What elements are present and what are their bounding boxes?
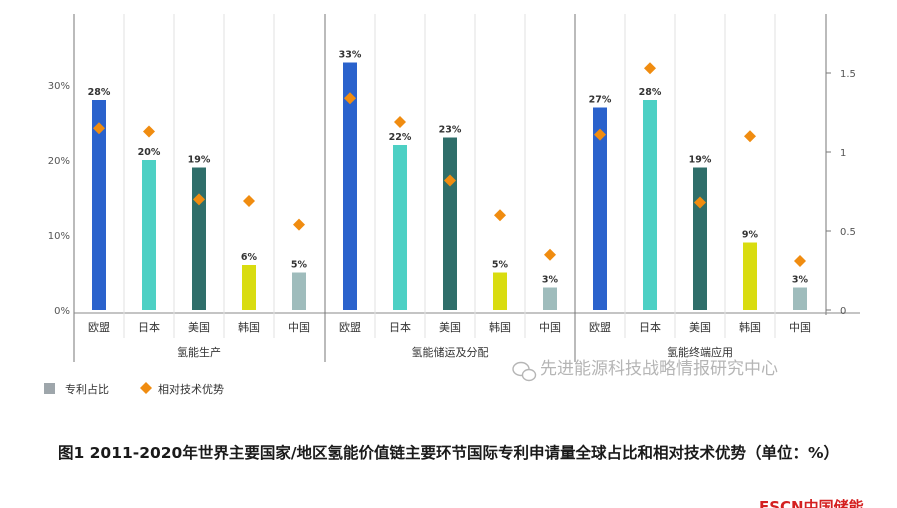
- left-tick-label: 0%: [54, 306, 70, 317]
- advantage-marker: [293, 218, 305, 231]
- bar-value-label: 5%: [492, 260, 509, 271]
- bars-layer: [92, 62, 807, 310]
- left-tick-label: 30%: [48, 81, 70, 92]
- category-label: 中国: [539, 321, 561, 334]
- bar-value-label: 28%: [88, 87, 111, 98]
- category-label: 韩国: [238, 320, 260, 334]
- figure-caption: 图1 2011-2020年世界主要国家/地区氢能价值链主要环节国际专利申请量全球…: [57, 444, 840, 462]
- bar: [142, 160, 156, 310]
- right-tick-label: 1: [840, 148, 846, 159]
- advantage-marker: [694, 196, 706, 209]
- bar: [793, 287, 807, 310]
- bar: [493, 272, 507, 310]
- watermark-text: 先进能源科技战略情报研究中心: [540, 359, 778, 379]
- bar: [92, 100, 106, 310]
- escn-logo: ESCN中国储能: [759, 498, 864, 508]
- category-label: 日本: [389, 320, 411, 334]
- group-label: 氢能生产: [177, 345, 221, 359]
- category-label: 欧盟: [339, 321, 361, 334]
- patent-share-chart: 0% 10% 20% 30% 0 0.5 1 1.5 28% 欧盟 20% 日本 19% 美国 6% 韩国 5…: [44, 14, 860, 396]
- category-label: 中国: [288, 321, 310, 334]
- axes-layer: 0% 10% 20% 30% 0 0.5 1 1.5: [48, 14, 860, 362]
- advantage-marker: [344, 92, 356, 105]
- bar-value-label: 28%: [639, 87, 662, 98]
- category-label: 韩国: [489, 320, 511, 334]
- advantage-marker: [394, 115, 406, 128]
- advantage-marker: [93, 122, 105, 135]
- category-label: 欧盟: [589, 321, 611, 334]
- legend: 专利占比 相对技术优势: [44, 382, 224, 396]
- bar-value-label: 3%: [792, 275, 809, 286]
- left-tick-label: 20%: [48, 156, 70, 167]
- category-label: 美国: [689, 321, 711, 334]
- advantage-marker: [143, 125, 155, 138]
- advantage-marker: [444, 174, 456, 187]
- group-label: 氢能终端应用: [667, 345, 733, 359]
- bar: [693, 167, 707, 310]
- legend-swatch-share: [44, 383, 55, 394]
- advantage-marker: [794, 255, 806, 268]
- bar-value-label: 22%: [389, 132, 412, 143]
- group-label: 氢能储运及分配: [412, 345, 489, 359]
- bar: [242, 265, 256, 310]
- category-label: 日本: [639, 320, 661, 334]
- advantage-marker: [744, 130, 756, 143]
- bar-value-label: 6%: [241, 252, 258, 263]
- right-tick-label: 0: [840, 306, 846, 317]
- advantage-marker: [644, 62, 656, 75]
- category-label: 美国: [188, 321, 210, 334]
- bar-value-label: 23%: [439, 125, 462, 136]
- bar-value-label: 27%: [589, 95, 612, 106]
- advantage-marker: [193, 193, 205, 206]
- category-label: 日本: [138, 320, 160, 334]
- markers-layer: [93, 62, 806, 268]
- wechat-icon: [512, 361, 537, 382]
- bar-value-label: 19%: [689, 155, 712, 166]
- bar-value-label: 9%: [742, 230, 759, 241]
- left-tick-label: 10%: [48, 231, 70, 242]
- category-label: 中国: [789, 321, 811, 334]
- right-tick-label: 0.5: [840, 227, 856, 238]
- advantage-marker: [243, 194, 255, 207]
- bar-value-label: 3%: [542, 275, 559, 286]
- bar-value-label: 33%: [339, 50, 362, 61]
- bar: [343, 62, 357, 310]
- escn-logo-text: ESCN中国储能: [759, 498, 864, 508]
- bar: [543, 287, 557, 310]
- bar: [292, 272, 306, 310]
- legend-label-advantage: 相对技术优势: [158, 382, 224, 396]
- category-label: 韩国: [739, 320, 761, 334]
- category-label: 欧盟: [88, 321, 110, 334]
- advantage-marker: [594, 128, 606, 141]
- bar-value-label: 20%: [138, 147, 161, 158]
- advantage-marker: [544, 248, 556, 261]
- bar-value-label: 19%: [188, 155, 211, 166]
- bar: [393, 145, 407, 310]
- bar: [643, 100, 657, 310]
- advantage-marker: [494, 209, 506, 222]
- bar: [743, 242, 757, 310]
- bar-value-label: 5%: [291, 260, 308, 271]
- category-label: 美国: [439, 321, 461, 334]
- bar: [443, 137, 457, 310]
- right-tick-label: 1.5: [840, 69, 856, 80]
- bar: [593, 107, 607, 310]
- legend-label-share: 专利占比: [65, 382, 109, 396]
- legend-swatch-advantage: [140, 382, 152, 394]
- bar: [192, 167, 206, 310]
